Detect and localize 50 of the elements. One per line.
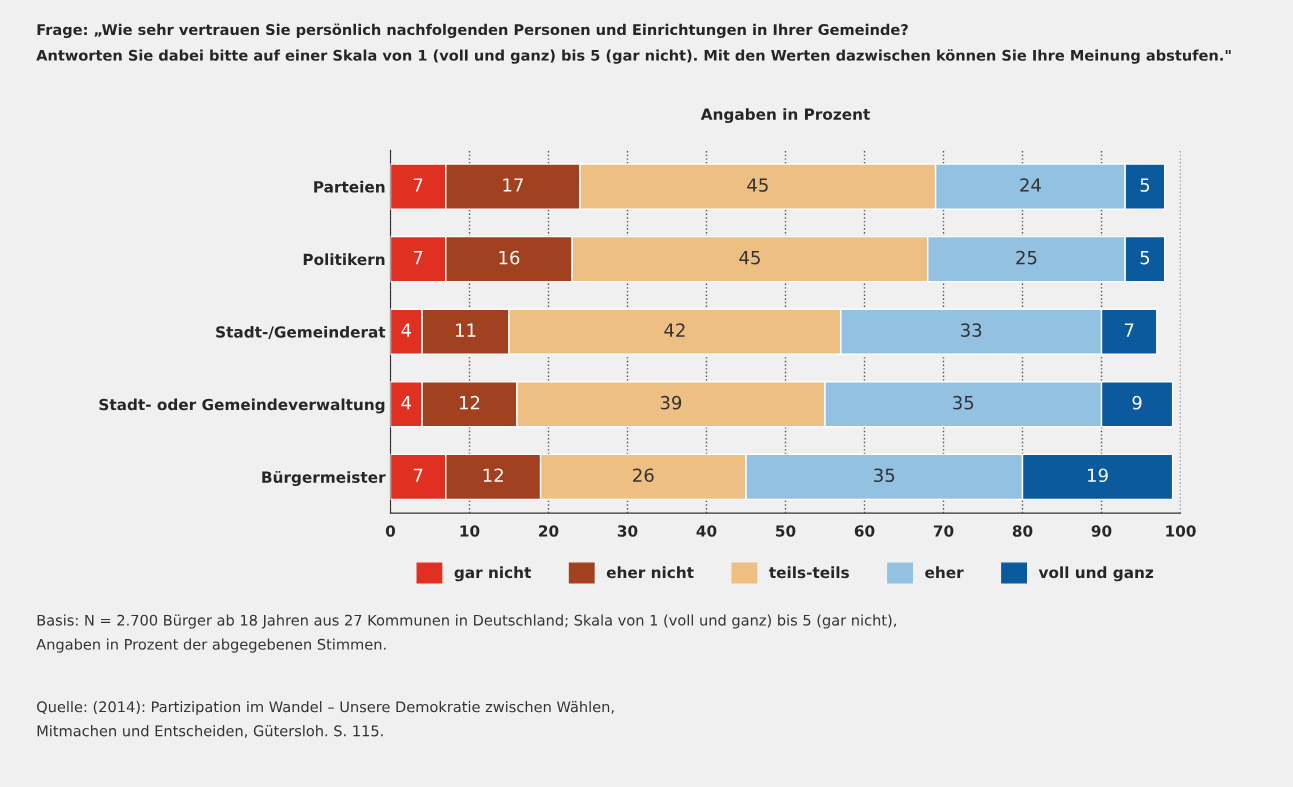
legend-label: gar nicht: [454, 566, 531, 582]
x-tick-label: 40: [696, 525, 717, 537]
x-tick-label: 60: [854, 525, 875, 537]
data-label: 5: [1140, 178, 1150, 192]
data-label: 33: [961, 323, 982, 337]
chart-subtitle: Angaben in Prozent: [700, 108, 870, 124]
data-label: 42: [664, 323, 685, 337]
data-label: 7: [413, 178, 423, 192]
data-label: 35: [874, 468, 895, 483]
x-tick-label: 30: [617, 525, 638, 537]
data-label: 9: [1132, 395, 1142, 410]
x-tick-label: 50: [776, 525, 796, 537]
y-tick-label: Politikern: [303, 253, 385, 266]
x-tick-label: 90: [1091, 525, 1112, 537]
legend-label: teils-teils: [769, 566, 849, 579]
y-tick-label: Parteien: [314, 180, 385, 193]
data-label: 26: [633, 468, 654, 483]
legend-label: eher: [925, 566, 964, 579]
source-note: Quelle: (2014): Partizipation im Wandel – Unsere Demokratie zwischen Wählen, Mitmachen und Entscheiden, Gütersloh. S. 115.: [37, 701, 614, 738]
x-tick-label: 20: [539, 525, 559, 537]
x-tick-label: 70: [933, 525, 954, 537]
x-tick-label: 10: [460, 525, 480, 537]
data-label: 16: [499, 250, 520, 265]
chart-title: Frage: „Wie sehr vertrauen Sie persönlich nachfolgenden Personen und Einrichtungen in Ihrer Gemeinde? Antworten Sie dabei bitte auf einer Skala von 1 (voll und ganz) bis 5 (gar nicht). Mit den Werten dazwischen können Sie Ihre Meinung abstufen.": [36, 23, 1231, 64]
x-tick-label: 100: [1166, 525, 1196, 537]
y-tick-label: Bürgermeister: [262, 470, 386, 487]
data-label: 39: [660, 395, 682, 410]
y-tick-label: Stadt-/Gemeinderat: [216, 325, 386, 339]
legend-label: eher nicht: [606, 566, 694, 579]
data-label: 45: [747, 178, 768, 192]
data-label: 7: [413, 250, 423, 265]
data-label: 4: [401, 323, 412, 337]
data-label: 4: [401, 396, 412, 410]
data-label: 17: [503, 178, 523, 192]
data-label: 7: [1124, 323, 1134, 337]
x-tick-label: 80: [1012, 525, 1033, 537]
data-label: 45: [739, 250, 760, 265]
data-label: 25: [1016, 250, 1037, 265]
legend-label: voll und ganz: [1038, 566, 1154, 582]
data-label: 12: [459, 395, 480, 410]
data-label: 12: [483, 468, 503, 482]
data-label: 5: [1140, 250, 1150, 265]
x-tick-label: 0: [385, 525, 396, 537]
data-label: 19: [1088, 468, 1108, 483]
data-label: 7: [413, 468, 423, 482]
data-label: 24: [1020, 178, 1041, 192]
data-label: 35: [953, 395, 974, 410]
text: Basis: N = 2.700 Bürger ab 18 Jahren aus 27 Kommunen in Deutschland; Skala von 1 (voll und ganz) bis 5 (gar nicht), Angaben in Prozent der abgegebenen Stimmen.: [36, 614, 896, 653]
data-label: 11: [456, 323, 476, 337]
y-tick-label: Stadt- oder Gemeindeverwaltung: [99, 398, 385, 414]
